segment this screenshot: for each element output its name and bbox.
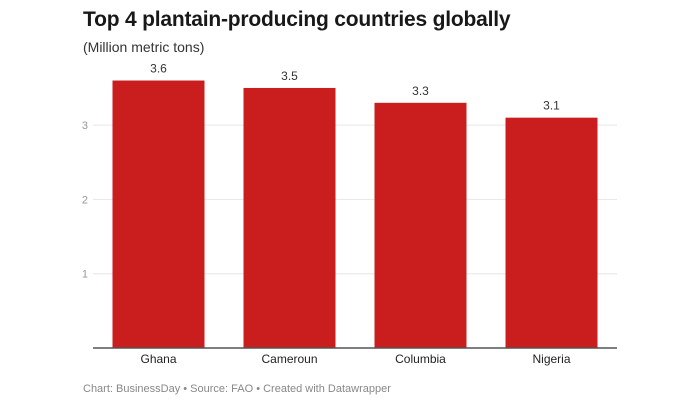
x-tick-label: Nigeria	[532, 352, 570, 366]
x-tick-label: Cameroun	[261, 352, 317, 366]
bar-cameroun	[243, 87, 336, 348]
data-label: 3.5	[281, 69, 298, 83]
y-tick-label: 3	[82, 120, 88, 132]
y-tick-label: 1	[82, 269, 88, 281]
data-label: 3.6	[150, 62, 167, 76]
data-label: 3.3	[412, 84, 429, 98]
data-label: 3.1	[543, 99, 560, 113]
chart-subtitle: (Million metric tons)	[83, 39, 205, 55]
bar-nigeria	[505, 117, 598, 348]
chart-title: Top 4 plantain-producing countries globa…	[83, 8, 511, 31]
chart-footer: Chart: BusinessDay • Source: FAO • Creat…	[83, 383, 391, 395]
bar-columbia	[374, 102, 467, 348]
x-tick-label: Ghana	[140, 352, 176, 366]
y-tick-label: 2	[82, 194, 88, 206]
x-tick-label: Columbia	[395, 352, 446, 366]
bar-ghana	[112, 80, 205, 349]
